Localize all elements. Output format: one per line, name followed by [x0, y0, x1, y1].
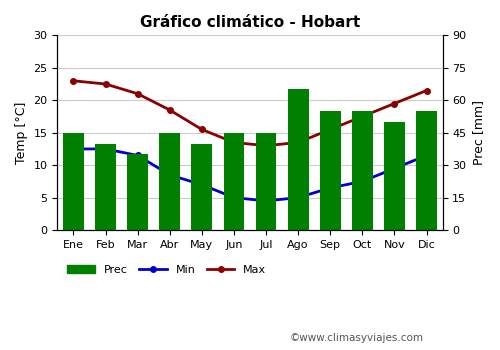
Bar: [224, 133, 244, 230]
Bar: [384, 122, 405, 230]
Bar: [63, 133, 84, 230]
Bar: [320, 111, 340, 230]
Title: Gráfico climático - Hobart: Gráfico climático - Hobart: [140, 15, 360, 30]
Bar: [288, 90, 308, 230]
Bar: [352, 111, 373, 230]
Bar: [160, 133, 180, 230]
Bar: [192, 144, 212, 230]
Legend: Prec, Min, Max: Prec, Min, Max: [63, 260, 271, 279]
Bar: [127, 154, 148, 230]
Bar: [95, 144, 116, 230]
Y-axis label: Prec [mm]: Prec [mm]: [472, 100, 485, 165]
Text: ©www.climasyviajes.com: ©www.climasyviajes.com: [290, 333, 424, 343]
Y-axis label: Temp [°C]: Temp [°C]: [15, 102, 28, 164]
Bar: [416, 111, 437, 230]
Bar: [256, 133, 276, 230]
